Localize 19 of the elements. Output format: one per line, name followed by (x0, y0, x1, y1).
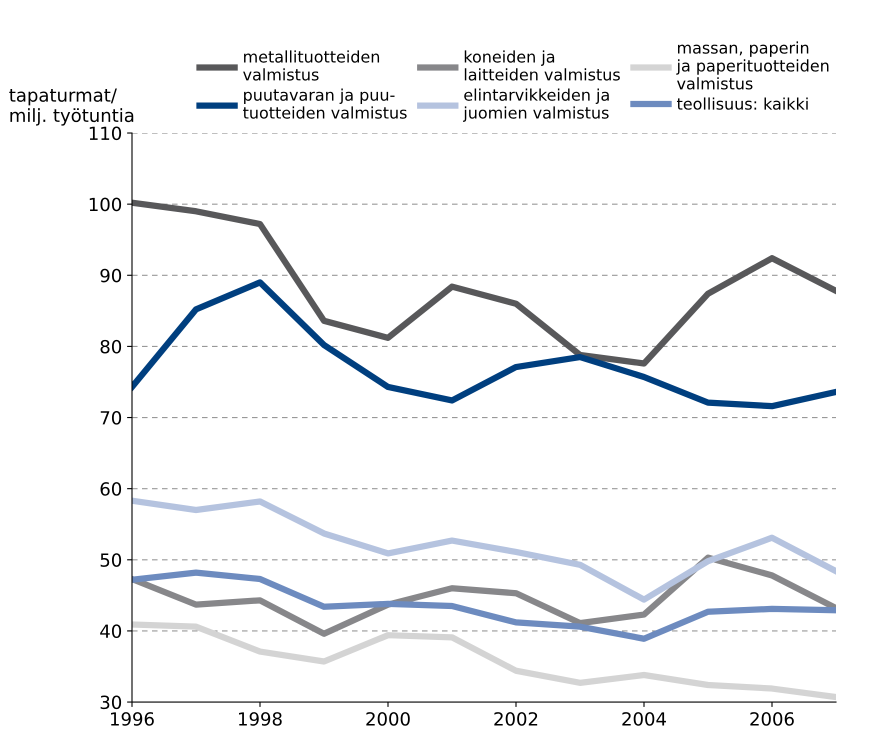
y-tick-label: 80 (100, 340, 122, 354)
x-tick-label: 1998 (239, 712, 282, 726)
x-tick-label: 2000 (366, 712, 410, 726)
y-tick-label: 110 (90, 126, 122, 140)
y-tick-label: 70 (100, 410, 122, 425)
x-tick-label: 2004 (622, 712, 666, 726)
legend-label: puutavaran ja puu- tuotteiden valmistus (243, 88, 407, 119)
x-tick-label: 2002 (494, 712, 538, 726)
y-axis-title: tapaturmat/ milj. työtuntia (9, 88, 134, 126)
y-tick-label: 30 (100, 696, 122, 710)
x-tick-label: 1996 (111, 712, 154, 726)
y-tick-label: 40 (100, 624, 122, 638)
legend-label: teollisuus: kaikki (676, 97, 808, 110)
y-tick-label: 60 (100, 482, 122, 496)
y-tick-label: 50 (100, 553, 122, 567)
y-tick-label: 90 (100, 268, 122, 282)
legend-label: elintarvikkeiden ja juomien valmistus (463, 88, 609, 122)
y-tick-label: 100 (90, 198, 122, 212)
x-tick-label: 2006 (750, 712, 794, 726)
